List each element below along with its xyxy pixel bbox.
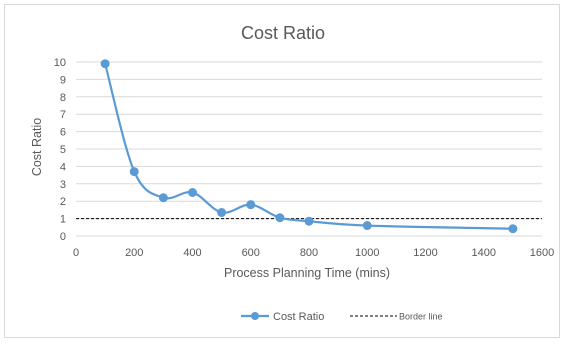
y-tick-labels: 0 1 2 3 4 5 6 7 8 9 10 [54, 57, 66, 243]
y-tick-label: 0 [60, 231, 66, 243]
cost-ratio-point [129, 167, 139, 177]
legend-border-line-label: Border line [399, 312, 443, 322]
cost-ratio-point [217, 208, 227, 218]
x-tick-label: 1000 [355, 247, 379, 259]
legend-cost-ratio-label: Cost Ratio [273, 311, 324, 323]
y-tick-label: 1 [60, 214, 66, 226]
x-tick-label: 1200 [413, 247, 437, 259]
chart-frame: Cost Ratio 0 1 2 3 4 5 6 7 8 9 10 0 200 400 600 800 100… [4, 4, 560, 338]
x-tick-label: 1600 [530, 247, 554, 259]
x-tick-label: 1400 [472, 247, 496, 259]
series-layer [76, 59, 542, 234]
y-tick-label: 9 [60, 74, 66, 86]
chart-title: Cost Ratio [241, 23, 325, 43]
legend-cost-ratio-marker [251, 312, 259, 320]
y-tick-label: 2 [60, 196, 66, 208]
cost-ratio-point [188, 188, 197, 197]
y-tick-label: 3 [60, 179, 66, 191]
y-tick-label: 8 [60, 92, 66, 104]
cost-ratio-point [362, 221, 372, 231]
cost-ratio-point [246, 200, 256, 210]
legend: Cost Ratio Border line [241, 311, 443, 323]
y-tick-label: 4 [60, 161, 66, 173]
cost-ratio-point [158, 193, 168, 203]
x-axis-title: Process Planning Time (mins) [224, 266, 390, 280]
cost-ratio-line [104, 63, 513, 230]
cost-ratio-point [508, 224, 518, 234]
x-tick-label: 200 [125, 247, 143, 259]
x-tick-label: 800 [300, 247, 318, 259]
x-tick-label: 400 [183, 247, 201, 259]
cost-ratio-point [304, 216, 314, 226]
x-tick-labels: 0 200 400 600 800 1000 1200 1400 1600 [73, 247, 554, 259]
y-tick-label: 7 [60, 109, 66, 121]
y-tick-label: 6 [60, 127, 66, 139]
y-axis-title: Cost Ratio [30, 118, 44, 176]
cost-ratio-point [275, 213, 285, 223]
grid-lines [76, 61, 542, 237]
cost-ratio-point [100, 59, 110, 69]
x-tick-label: 0 [73, 247, 79, 259]
line-chart: Cost Ratio 0 1 2 3 4 5 6 7 8 9 10 0 200 400 600 800 100… [30, 23, 554, 323]
x-tick-label: 600 [242, 247, 260, 259]
y-tick-label: 10 [54, 57, 66, 69]
y-tick-label: 5 [60, 144, 66, 156]
